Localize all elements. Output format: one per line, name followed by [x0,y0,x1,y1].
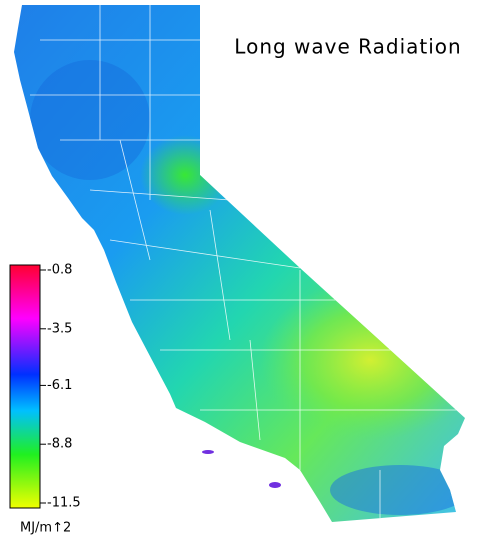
map-title: Long wave Radiation [234,35,461,59]
tick-label: -8.8 [47,437,72,452]
colorbar [9,264,41,509]
state-raster [14,5,465,522]
colorbar-label: MJ/m↑2 [20,521,71,536]
tick-label: -0.8 [47,263,72,278]
tick-label: -11.5 [47,496,81,511]
tick-label: -6.1 [47,378,72,393]
tick-label: -3.5 [47,321,72,336]
